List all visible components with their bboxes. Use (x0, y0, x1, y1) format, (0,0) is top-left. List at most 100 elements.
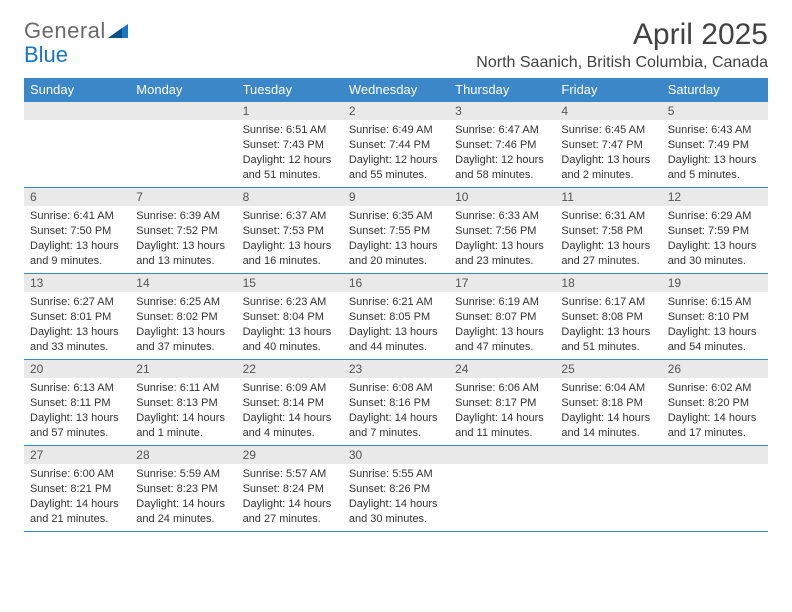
header: General April 2025 North Saanich, Britis… (24, 18, 768, 72)
day-body: Sunrise: 6:02 AMSunset: 8:20 PMDaylight:… (662, 378, 768, 444)
day-body: Sunrise: 6:37 AMSunset: 7:53 PMDaylight:… (237, 206, 343, 272)
calendar-cell: 8Sunrise: 6:37 AMSunset: 7:53 PMDaylight… (237, 188, 343, 274)
day-number: 11 (555, 188, 661, 206)
calendar-cell: 1Sunrise: 6:51 AMSunset: 7:43 PMDaylight… (237, 102, 343, 188)
col-sunday: Sunday (24, 78, 130, 102)
day-body: Sunrise: 6:27 AMSunset: 8:01 PMDaylight:… (24, 292, 130, 358)
calendar-cell: 2Sunrise: 6:49 AMSunset: 7:44 PMDaylight… (343, 102, 449, 188)
day-body: Sunrise: 6:41 AMSunset: 7:50 PMDaylight:… (24, 206, 130, 272)
calendar-cell: 12Sunrise: 6:29 AMSunset: 7:59 PMDayligh… (662, 188, 768, 274)
day-number: 21 (130, 360, 236, 378)
calendar-row: 6Sunrise: 6:41 AMSunset: 7:50 PMDaylight… (24, 188, 768, 274)
logo-text-general: General (24, 18, 106, 44)
day-body (449, 464, 555, 471)
day-body: Sunrise: 6:51 AMSunset: 7:43 PMDaylight:… (237, 120, 343, 186)
day-body: Sunrise: 6:13 AMSunset: 8:11 PMDaylight:… (24, 378, 130, 444)
day-number (555, 446, 661, 464)
day-number: 1 (237, 102, 343, 120)
calendar-cell: 5Sunrise: 6:43 AMSunset: 7:49 PMDaylight… (662, 102, 768, 188)
day-body (662, 464, 768, 471)
calendar-cell: 16Sunrise: 6:21 AMSunset: 8:05 PMDayligh… (343, 274, 449, 360)
calendar-cell: 24Sunrise: 6:06 AMSunset: 8:17 PMDayligh… (449, 360, 555, 446)
day-body: Sunrise: 6:35 AMSunset: 7:55 PMDaylight:… (343, 206, 449, 272)
calendar-cell: 6Sunrise: 6:41 AMSunset: 7:50 PMDaylight… (24, 188, 130, 274)
day-body (24, 120, 130, 127)
day-number: 3 (449, 102, 555, 120)
day-body: Sunrise: 6:09 AMSunset: 8:14 PMDaylight:… (237, 378, 343, 444)
day-number: 27 (24, 446, 130, 464)
day-body: Sunrise: 6:29 AMSunset: 7:59 PMDaylight:… (662, 206, 768, 272)
day-body: Sunrise: 6:00 AMSunset: 8:21 PMDaylight:… (24, 464, 130, 530)
day-body: Sunrise: 6:06 AMSunset: 8:17 PMDaylight:… (449, 378, 555, 444)
col-saturday: Saturday (662, 78, 768, 102)
calendar-cell: 20Sunrise: 6:13 AMSunset: 8:11 PMDayligh… (24, 360, 130, 446)
calendar-cell: 26Sunrise: 6:02 AMSunset: 8:20 PMDayligh… (662, 360, 768, 446)
day-number: 19 (662, 274, 768, 292)
day-body: Sunrise: 6:43 AMSunset: 7:49 PMDaylight:… (662, 120, 768, 186)
header-row: Sunday Monday Tuesday Wednesday Thursday… (24, 78, 768, 102)
day-number (449, 446, 555, 464)
logo-text-blue: Blue (24, 42, 68, 68)
calendar-cell: 15Sunrise: 6:23 AMSunset: 8:04 PMDayligh… (237, 274, 343, 360)
calendar-cell (662, 446, 768, 532)
calendar-cell: 27Sunrise: 6:00 AMSunset: 8:21 PMDayligh… (24, 446, 130, 532)
calendar-row: 20Sunrise: 6:13 AMSunset: 8:11 PMDayligh… (24, 360, 768, 446)
calendar-cell: 7Sunrise: 6:39 AMSunset: 7:52 PMDaylight… (130, 188, 236, 274)
month-title: April 2025 (476, 18, 768, 52)
day-number: 12 (662, 188, 768, 206)
day-number (130, 102, 236, 120)
calendar-row: 1Sunrise: 6:51 AMSunset: 7:43 PMDaylight… (24, 102, 768, 188)
calendar-cell: 13Sunrise: 6:27 AMSunset: 8:01 PMDayligh… (24, 274, 130, 360)
calendar-cell: 22Sunrise: 6:09 AMSunset: 8:14 PMDayligh… (237, 360, 343, 446)
day-number: 18 (555, 274, 661, 292)
calendar-cell: 28Sunrise: 5:59 AMSunset: 8:23 PMDayligh… (130, 446, 236, 532)
day-number: 13 (24, 274, 130, 292)
day-body: Sunrise: 5:59 AMSunset: 8:23 PMDaylight:… (130, 464, 236, 530)
day-body (130, 120, 236, 127)
calendar-cell (555, 446, 661, 532)
calendar-cell: 19Sunrise: 6:15 AMSunset: 8:10 PMDayligh… (662, 274, 768, 360)
calendar-row: 13Sunrise: 6:27 AMSunset: 8:01 PMDayligh… (24, 274, 768, 360)
col-tuesday: Tuesday (237, 78, 343, 102)
calendar-cell: 23Sunrise: 6:08 AMSunset: 8:16 PMDayligh… (343, 360, 449, 446)
day-number: 2 (343, 102, 449, 120)
day-body: Sunrise: 6:25 AMSunset: 8:02 PMDaylight:… (130, 292, 236, 358)
day-number: 24 (449, 360, 555, 378)
day-body: Sunrise: 6:19 AMSunset: 8:07 PMDaylight:… (449, 292, 555, 358)
day-number: 23 (343, 360, 449, 378)
calendar-cell: 10Sunrise: 6:33 AMSunset: 7:56 PMDayligh… (449, 188, 555, 274)
day-body: Sunrise: 6:31 AMSunset: 7:58 PMDaylight:… (555, 206, 661, 272)
day-number: 26 (662, 360, 768, 378)
day-body: Sunrise: 6:08 AMSunset: 8:16 PMDaylight:… (343, 378, 449, 444)
calendar-cell: 11Sunrise: 6:31 AMSunset: 7:58 PMDayligh… (555, 188, 661, 274)
day-number: 29 (237, 446, 343, 464)
col-monday: Monday (130, 78, 236, 102)
day-number: 8 (237, 188, 343, 206)
day-body: Sunrise: 6:17 AMSunset: 8:08 PMDaylight:… (555, 292, 661, 358)
calendar-cell (449, 446, 555, 532)
day-body: Sunrise: 6:23 AMSunset: 8:04 PMDaylight:… (237, 292, 343, 358)
day-number: 15 (237, 274, 343, 292)
calendar-cell: 17Sunrise: 6:19 AMSunset: 8:07 PMDayligh… (449, 274, 555, 360)
col-thursday: Thursday (449, 78, 555, 102)
day-number: 25 (555, 360, 661, 378)
day-number: 16 (343, 274, 449, 292)
day-number: 14 (130, 274, 236, 292)
calendar-cell: 30Sunrise: 5:55 AMSunset: 8:26 PMDayligh… (343, 446, 449, 532)
day-body: Sunrise: 5:57 AMSunset: 8:24 PMDaylight:… (237, 464, 343, 530)
day-number: 7 (130, 188, 236, 206)
day-number: 22 (237, 360, 343, 378)
day-number (24, 102, 130, 120)
day-number: 30 (343, 446, 449, 464)
day-body: Sunrise: 6:04 AMSunset: 8:18 PMDaylight:… (555, 378, 661, 444)
day-body: Sunrise: 6:11 AMSunset: 8:13 PMDaylight:… (130, 378, 236, 444)
col-wednesday: Wednesday (343, 78, 449, 102)
day-number: 4 (555, 102, 661, 120)
calendar-cell: 25Sunrise: 6:04 AMSunset: 8:18 PMDayligh… (555, 360, 661, 446)
day-body: Sunrise: 6:45 AMSunset: 7:47 PMDaylight:… (555, 120, 661, 186)
calendar-cell: 21Sunrise: 6:11 AMSunset: 8:13 PMDayligh… (130, 360, 236, 446)
col-friday: Friday (555, 78, 661, 102)
calendar-cell: 4Sunrise: 6:45 AMSunset: 7:47 PMDaylight… (555, 102, 661, 188)
day-number: 5 (662, 102, 768, 120)
day-body: Sunrise: 6:15 AMSunset: 8:10 PMDaylight:… (662, 292, 768, 358)
